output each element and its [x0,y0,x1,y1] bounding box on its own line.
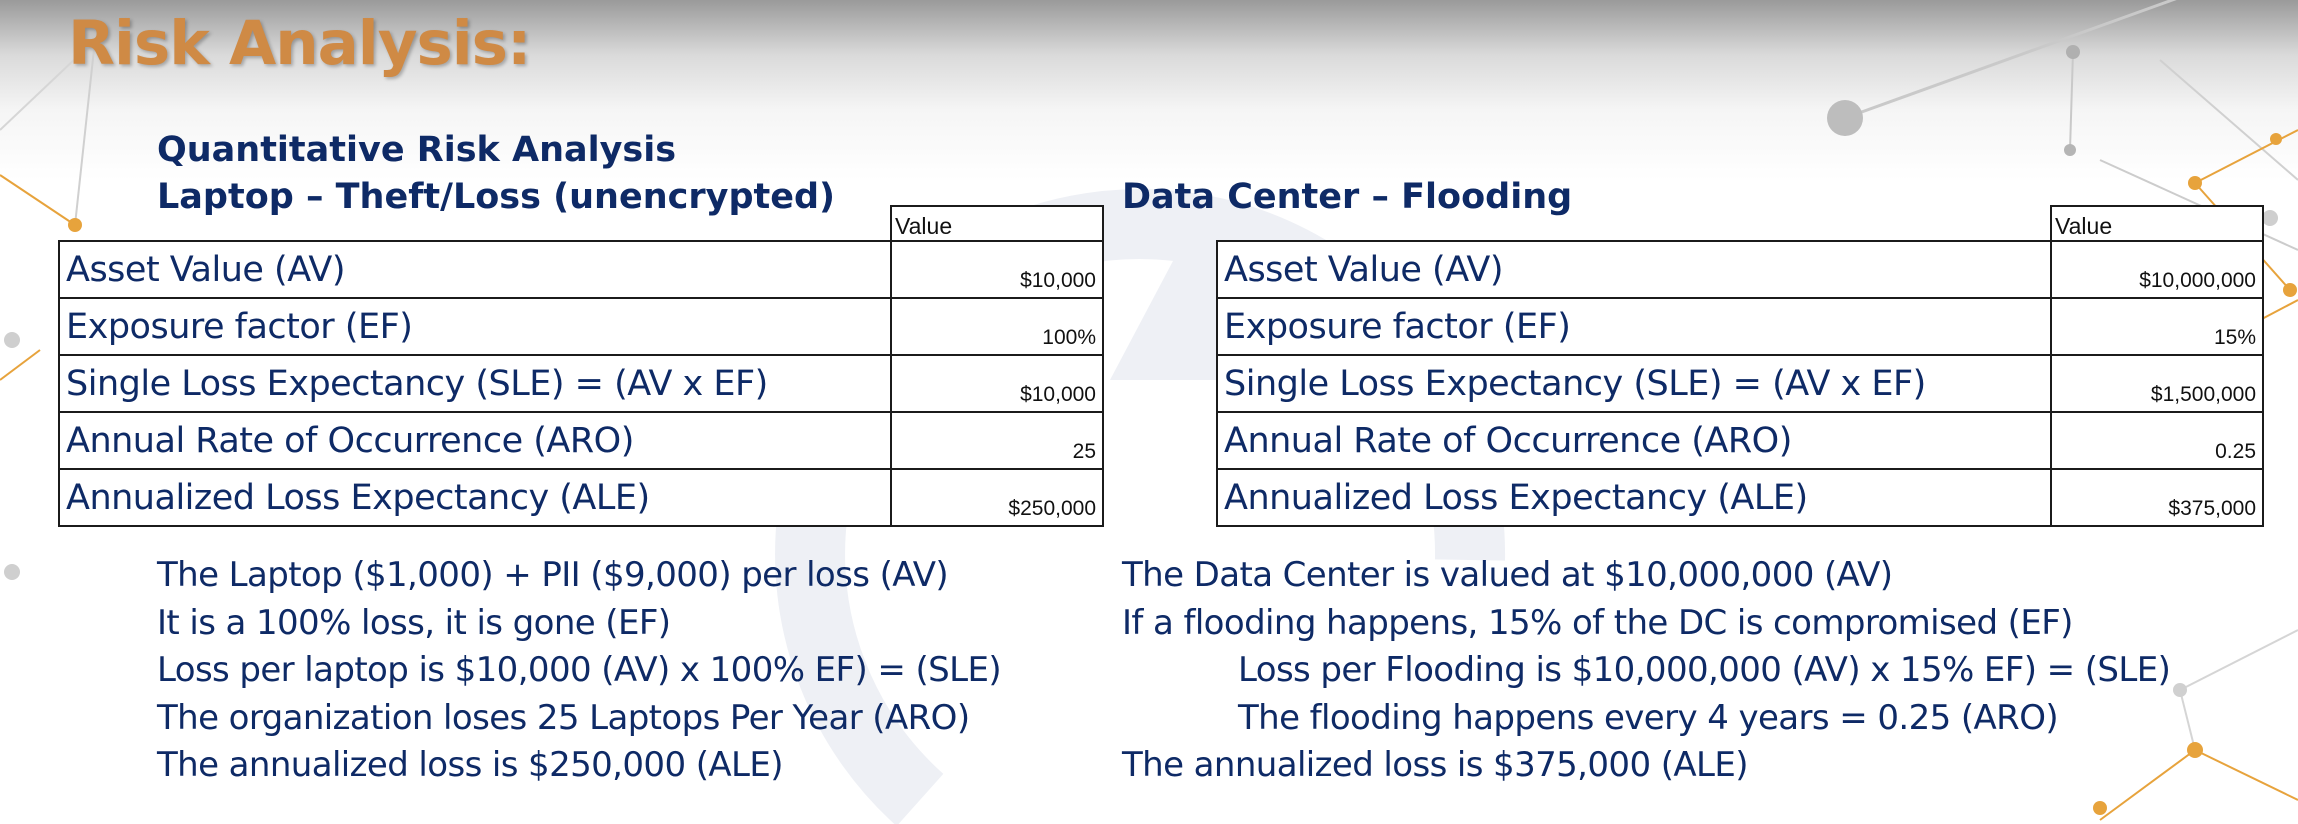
row-value-asset-value: $10,000,000 [2050,240,2264,299]
row-value-ale: $375,000 [2050,468,2264,527]
table-header-row: Value [1217,205,2264,242]
slide-title: Risk Analysis: [68,8,531,79]
note-line-indented: The flooding happens every 4 years = 0.2… [1238,697,2059,738]
row-label-exposure-factor: Exposure factor (EF) [1216,297,2052,356]
table-row: Single Loss Expectancy (SLE) = (AV x EF)… [1216,354,2264,413]
row-label-sle: Single Loss Expectancy (SLE) = (AV x EF) [1216,354,2052,413]
row-value-exposure-factor: 100% [890,297,1104,356]
table-row: Asset Value (AV) $10,000 [58,240,1104,299]
table-row: Annualized Loss Expectancy (ALE) $375,00… [1216,468,2264,527]
table-header-row: Value [59,205,1104,242]
note-line: Loss per laptop is $10,000 (AV) x 100% E… [157,650,1002,690]
note-line: It is a 100% loss, it is gone (EF) [157,602,671,643]
row-value-sle: $10,000 [890,354,1104,413]
row-label-asset-value: Asset Value (AV) [1216,240,2052,299]
left-risk-table: Value Asset Value (AV) $10,000 Exposure … [58,205,1104,527]
row-value-aro: 25 [890,411,1104,470]
row-label-ale: Annualized Loss Expectancy (ALE) [1216,468,2052,527]
row-label-aro: Annual Rate of Occurrence (ARO) [58,411,892,470]
left-heading-line2: Laptop – Theft/Loss (unencrypted) [157,177,836,217]
row-label-aro: Annual Rate of Occurrence (ARO) [1216,411,2052,470]
row-value-aro: 0.25 [2050,411,2264,470]
value-column-header: Value [2050,205,2264,242]
note-line: If a flooding happens, 15% of the DC is … [1122,602,2073,643]
left-heading-line1: Quantitative Risk Analysis [157,130,677,170]
value-column-header: Value [890,205,1104,242]
table-row: Exposure factor (EF) 100% [58,297,1104,356]
table-row: Single Loss Expectancy (SLE) = (AV x EF)… [58,354,1104,413]
note-line: The annualized loss is $375,000 (ALE) [1122,745,1749,785]
row-label-sle: Single Loss Expectancy (SLE) = (AV x EF) [58,354,892,413]
note-line: The annualized loss is $250,000 (ALE) [157,745,784,785]
row-value-ale: $250,000 [890,468,1104,527]
row-label-asset-value: Asset Value (AV) [58,240,892,299]
note-line-indented: Loss per Flooding is $10,000,000 (AV) x … [1238,650,2171,690]
table-row: Asset Value (AV) $10,000,000 [1216,240,2264,299]
row-value-exposure-factor: 15% [2050,297,2264,356]
row-value-sle: $1,500,000 [2050,354,2264,413]
right-risk-table: Value Asset Value (AV) $10,000,000 Expos… [1216,205,2264,527]
right-heading: Data Center – Flooding [1122,177,1573,217]
table-row: Exposure factor (EF) 15% [1216,297,2264,356]
row-label-ale: Annualized Loss Expectancy (ALE) [58,468,892,527]
row-value-asset-value: $10,000 [890,240,1104,299]
table-row: Annualized Loss Expectancy (ALE) $250,00… [58,468,1104,527]
row-label-exposure-factor: Exposure factor (EF) [58,297,892,356]
right-notes: The Data Center is valued at $10,000,000… [1122,552,2171,790]
table-row: Annual Rate of Occurrence (ARO) 0.25 [1216,411,2264,470]
table-row: Annual Rate of Occurrence (ARO) 25 [58,411,1104,470]
table-corner-cell [59,206,891,241]
note-line: The Laptop ($1,000) + PII ($9,000) per l… [157,555,949,595]
table-corner-cell [1217,206,2051,241]
note-line: The organization loses 25 Laptops Per Ye… [157,697,970,738]
left-notes: The Laptop ($1,000) + PII ($9,000) per l… [157,552,1002,790]
note-line: The Data Center is valued at $10,000,000… [1122,555,1893,595]
